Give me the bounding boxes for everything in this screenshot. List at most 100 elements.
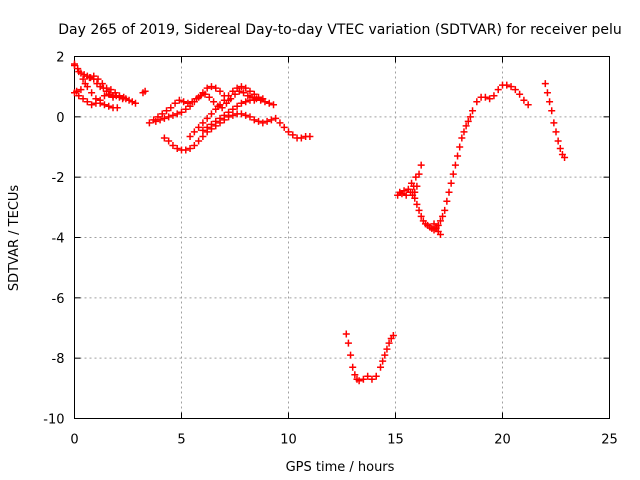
data-point: [100, 101, 108, 109]
data-point: [199, 89, 207, 97]
data-point: [270, 101, 278, 109]
data-point: [120, 93, 128, 101]
data-point: [372, 372, 380, 380]
data-point: [246, 87, 254, 95]
data-point: [195, 137, 203, 145]
data-point: [481, 93, 489, 101]
x-tick-label: 25: [601, 433, 618, 448]
series-seg-h: [152, 83, 233, 125]
data-point: [554, 137, 562, 145]
x-tick-label: 10: [280, 433, 297, 448]
data-point: [516, 90, 524, 98]
data-point: [225, 108, 233, 116]
x-tick-label: 20: [494, 433, 511, 448]
data-point: [190, 98, 198, 106]
data-point: [402, 191, 410, 199]
data-point: [158, 110, 166, 118]
data-point: [524, 101, 532, 109]
series-seg-m: [409, 81, 532, 234]
data-point: [413, 182, 421, 190]
data-point: [389, 332, 397, 340]
data-point: [169, 141, 177, 149]
data-point: [550, 119, 558, 127]
data-point: [411, 194, 419, 202]
data-point: [454, 152, 462, 160]
data-point: [203, 84, 211, 92]
series-seg-n: [430, 220, 444, 238]
data-point: [385, 339, 393, 347]
data-point: [436, 217, 444, 225]
data-point: [156, 116, 164, 124]
data-point: [92, 99, 100, 107]
data-point: [229, 87, 237, 95]
data-point: [464, 117, 472, 125]
data-point: [237, 110, 245, 118]
series-seg-a: [71, 62, 139, 107]
data-point: [182, 146, 190, 154]
data-point: [207, 110, 215, 118]
data-point: [432, 223, 440, 231]
data-point: [115, 92, 123, 100]
data-point: [190, 128, 198, 136]
data-point: [233, 84, 241, 92]
data-point: [165, 137, 173, 145]
data-point: [242, 84, 250, 92]
y-tick-label: -10: [43, 413, 64, 428]
data-point: [75, 92, 83, 100]
data-point: [511, 86, 519, 94]
data-point: [415, 206, 423, 214]
data-point: [163, 107, 171, 115]
data-point: [250, 96, 258, 104]
data-point: [417, 161, 425, 169]
x-tick-label: 15: [387, 433, 404, 448]
data-point: [255, 93, 263, 101]
data-point: [152, 117, 160, 125]
data-point: [289, 131, 297, 139]
data-point: [180, 98, 188, 106]
data-point: [250, 116, 258, 124]
data-point: [195, 123, 203, 131]
data-point: [216, 101, 224, 109]
data-point: [280, 123, 288, 131]
data-point: [216, 87, 224, 95]
grid-lines: [74, 56, 610, 419]
tick-labels: 0 5 10 15 20 25 -10 -8 -6 -4 -2 0 2: [43, 51, 618, 448]
data-point: [441, 206, 449, 214]
data-point: [199, 126, 207, 134]
data-point: [216, 114, 224, 122]
data-points: [71, 60, 569, 385]
data-point: [379, 357, 387, 365]
data-point: [79, 95, 87, 103]
data-point: [368, 375, 376, 383]
data-point: [415, 170, 423, 178]
data-point: [229, 111, 237, 119]
data-point: [207, 120, 215, 128]
series-seg-d: [71, 89, 117, 109]
data-point: [445, 188, 453, 196]
data-point: [242, 111, 250, 119]
data-point: [195, 93, 203, 101]
data-point: [85, 74, 93, 82]
data-point: [100, 92, 108, 100]
data-point: [250, 90, 258, 98]
series-seg-l: [394, 161, 425, 199]
data-point: [233, 102, 241, 110]
data-point: [186, 132, 194, 140]
data-point: [109, 93, 117, 101]
data-point: [377, 363, 385, 371]
data-point: [556, 145, 564, 153]
data-point: [210, 98, 218, 106]
data-point: [447, 179, 455, 187]
data-point: [400, 187, 408, 195]
data-point: [276, 119, 284, 127]
data-point: [173, 110, 181, 118]
data-point: [490, 92, 498, 100]
data-point: [520, 96, 528, 104]
data-point: [212, 105, 220, 113]
series-seg-b: [71, 60, 121, 112]
data-point: [167, 104, 175, 112]
data-point: [417, 212, 425, 220]
data-point: [460, 128, 468, 136]
data-point: [107, 86, 115, 94]
series-seg-i: [186, 83, 267, 140]
